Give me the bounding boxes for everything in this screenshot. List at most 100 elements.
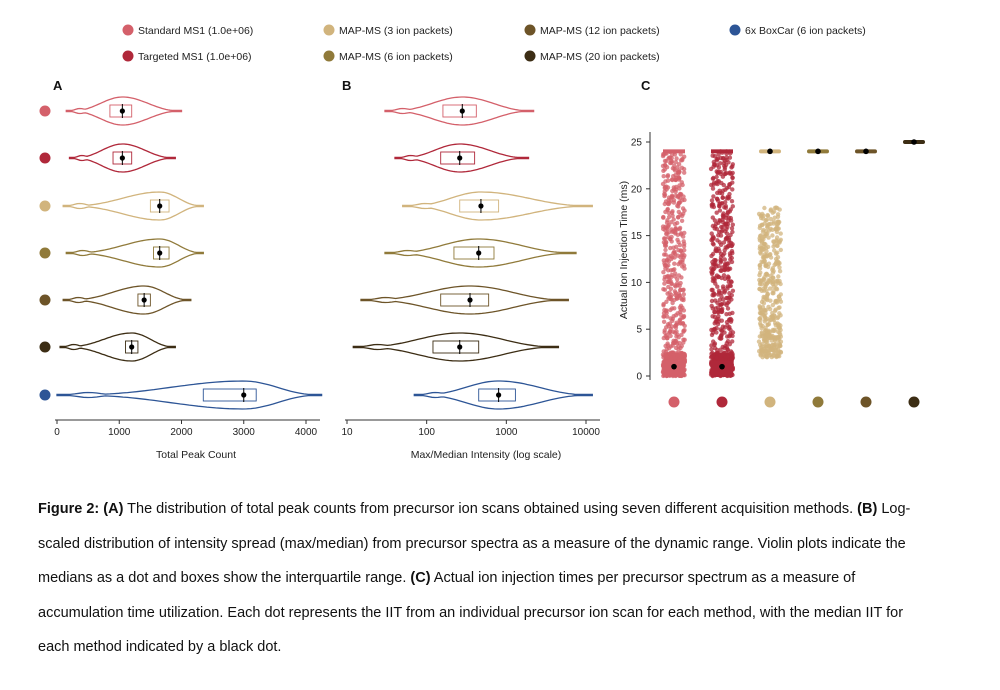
caption-part-b-text: Log-scaled distribution of intensity spr…: [38, 501, 911, 586]
c-point: [709, 204, 715, 209]
c-point: [760, 211, 765, 217]
caption-part-b-label: (B): [857, 501, 878, 517]
c-point: [777, 296, 782, 302]
b-x-axis-label: Max/Median Intensity (log scale): [411, 449, 562, 461]
c-point: [772, 215, 777, 220]
c-point: [714, 158, 719, 163]
a-x-tick-label-4: 4000: [295, 427, 318, 438]
c-point: [726, 215, 731, 220]
c-y-axis-label: Actual Ion Injection Time (ms): [618, 181, 630, 319]
c-point: [715, 238, 720, 243]
c-point: [729, 279, 734, 285]
legend-marker-3: [323, 50, 335, 62]
c-point: [711, 276, 717, 282]
c-point: [773, 256, 779, 262]
c-points-2: [756, 205, 784, 360]
c-y-tick-label-3: 15: [631, 231, 643, 242]
c-point: [665, 341, 670, 346]
c-y-tick-label-1: 5: [636, 325, 642, 336]
c-point: [777, 311, 782, 316]
b-iqr-box-5: [432, 340, 480, 354]
c-point: [778, 231, 783, 236]
legend-label-0: Standard MS1 (1.0e+06): [138, 25, 253, 37]
c-point: [678, 295, 683, 301]
c-point: [765, 212, 770, 218]
c-point: [682, 154, 687, 159]
c-point: [661, 174, 666, 179]
a-median-dot-4: [141, 297, 147, 303]
c-point: [710, 287, 715, 293]
c-point: [768, 298, 773, 303]
c-point: [763, 218, 768, 223]
c-point: [681, 340, 686, 345]
c-point: [712, 314, 718, 320]
c-point: [770, 233, 775, 238]
c-point: [771, 221, 776, 226]
b-iqr-box-1: [440, 151, 476, 165]
c-point: [713, 261, 718, 266]
c-point: [665, 207, 670, 213]
c-point: [714, 163, 720, 168]
panel-label-b: B: [342, 78, 351, 93]
c-point: [660, 181, 666, 187]
c-point: [726, 235, 732, 241]
c-point: [681, 244, 687, 249]
c-point: [764, 355, 770, 360]
c-point: [664, 333, 669, 338]
legend-label-2: MAP-MS (3 ion packets): [339, 25, 453, 37]
c-point: [777, 343, 783, 348]
c-point: [669, 220, 674, 225]
c-point: [722, 290, 727, 295]
c-point: [681, 239, 686, 244]
c-point: [730, 204, 735, 209]
a-violin-6: [56, 380, 323, 410]
b-median-dot-5: [457, 344, 463, 350]
c-point: [711, 164, 716, 169]
c-point: [676, 273, 682, 278]
c-point: [723, 203, 728, 209]
panel-label-a: A: [53, 78, 63, 93]
c-point: [709, 266, 714, 271]
c-point: [727, 155, 733, 160]
c-point: [718, 268, 723, 273]
c-point: [775, 243, 780, 249]
c-point: [673, 177, 678, 182]
c-point: [710, 215, 715, 220]
c-point: [762, 349, 768, 354]
c-point: [771, 291, 776, 296]
a-violin-0: [65, 96, 183, 126]
c-point: [662, 328, 667, 333]
c-point: [724, 312, 729, 317]
c-point: [669, 306, 675, 311]
c-point: [776, 259, 781, 265]
c-cap-band-1: [711, 149, 733, 154]
c-point: [662, 189, 667, 194]
c-point: [775, 347, 781, 352]
c-point: [712, 226, 717, 231]
c-point: [668, 253, 673, 259]
c-point: [664, 347, 669, 352]
c-point: [757, 262, 763, 268]
c-point: [710, 153, 715, 158]
c-point: [758, 233, 764, 238]
legend-marker-2: [323, 24, 335, 36]
c-point: [720, 156, 726, 161]
c-point: [672, 255, 677, 260]
c-point: [670, 267, 676, 273]
c-point: [709, 298, 715, 304]
c-point: [676, 209, 681, 215]
legend-label-1: Targeted MS1 (1.0e+06): [138, 51, 252, 63]
b-median-dot-3: [476, 250, 482, 256]
a-median-dot-5: [129, 344, 135, 350]
c-point: [730, 330, 736, 335]
c-point: [725, 209, 731, 214]
c-point: [661, 301, 666, 307]
c-point: [681, 292, 686, 297]
c-point: [669, 155, 674, 161]
c-point: [714, 180, 719, 186]
caption-part-c-text: Actual ion injection times per precursor…: [38, 570, 904, 655]
b-median-dot-2: [478, 203, 484, 209]
b-violin-0: [384, 96, 535, 126]
c-point: [730, 288, 736, 293]
c-points-1: [708, 149, 736, 379]
